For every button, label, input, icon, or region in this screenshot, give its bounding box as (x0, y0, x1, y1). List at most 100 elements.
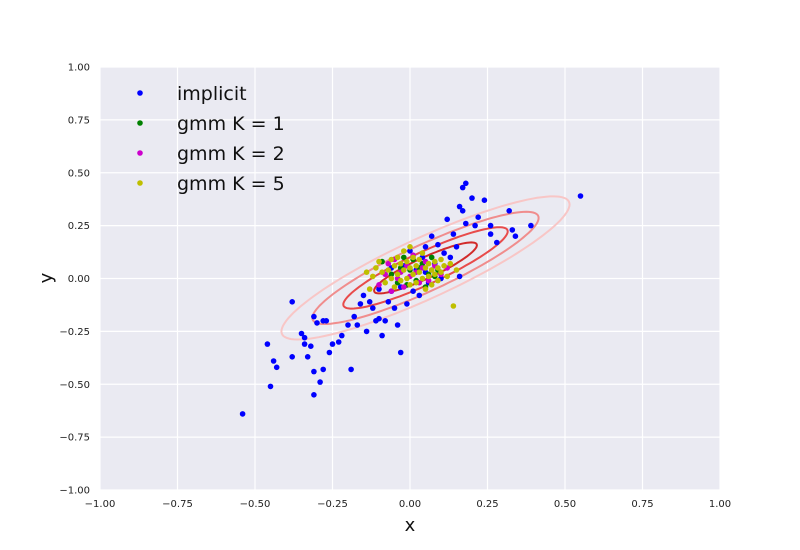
data-point (360, 292, 367, 299)
data-point (335, 339, 342, 345)
data-point (382, 318, 389, 324)
data-point (388, 288, 395, 295)
data-point (320, 366, 327, 373)
x-tick-label: −0.75 (162, 499, 193, 510)
data-point (472, 222, 478, 229)
x-tick-label: −0.50 (240, 499, 271, 510)
legend-marker (137, 150, 143, 156)
legend-entry: implicit (177, 83, 247, 105)
data-point (401, 284, 407, 290)
data-point (407, 248, 413, 254)
data-point (304, 354, 311, 360)
data-point (494, 239, 500, 246)
data-point (394, 271, 401, 278)
data-point (357, 301, 364, 307)
y-tick-label: 0.50 (68, 168, 90, 179)
legend: implicit gmm K = 1 gmm K = 2 gmm K = 5 (137, 83, 285, 195)
data-point (394, 322, 401, 328)
data-point (456, 203, 463, 210)
data-point (311, 368, 317, 375)
data-point (264, 341, 271, 347)
data-point (270, 358, 277, 364)
data-point (314, 320, 320, 326)
data-point (441, 250, 447, 256)
data-point (425, 273, 432, 280)
data-point (410, 254, 416, 261)
data-point (391, 284, 398, 290)
data-point (382, 279, 389, 286)
data-point (394, 254, 401, 261)
data-point (397, 277, 404, 284)
data-point (407, 282, 413, 288)
data-point (432, 258, 438, 265)
y-tick-label: 0.75 (68, 115, 90, 126)
data-point (509, 227, 516, 233)
data-point (422, 244, 429, 250)
data-point (450, 303, 457, 309)
data-point (404, 258, 410, 265)
data-point (428, 254, 435, 261)
data-point (528, 222, 534, 229)
x-tick-label: 0.50 (554, 499, 576, 510)
x-axis-label: x (405, 515, 416, 536)
data-point (419, 250, 426, 256)
data-point (459, 184, 466, 191)
data-point (410, 271, 416, 278)
data-point (339, 332, 345, 339)
x-tick-label: 0.75 (631, 499, 653, 510)
data-point (370, 305, 376, 311)
data-point (456, 273, 463, 280)
series-3 (363, 244, 460, 309)
data-point (326, 349, 333, 356)
data-point (376, 286, 382, 292)
data-point (425, 277, 432, 284)
x-tick-labels: −1.00 −0.75 −0.50 −0.25 0.00 0.25 0.50 0.75 1.00 (85, 499, 731, 510)
legend-entry: gmm K = 1 (177, 113, 285, 135)
data-point (435, 265, 441, 271)
data-point (410, 288, 416, 295)
data-point (416, 256, 423, 263)
data-point (289, 354, 296, 360)
data-point (432, 271, 438, 278)
data-point (308, 343, 314, 350)
data-point (401, 254, 407, 261)
y-axis-label: y (36, 272, 57, 283)
y-tick-label: −0.50 (59, 380, 90, 391)
x-tick-label: 0.25 (476, 499, 498, 510)
data-point (311, 313, 317, 320)
data-point (444, 273, 451, 280)
data-point (487, 222, 494, 229)
data-point (428, 282, 435, 288)
data-point (376, 258, 382, 265)
data-point (391, 263, 398, 269)
data-point (416, 269, 423, 276)
data-point (379, 332, 385, 339)
legend-entry: gmm K = 2 (177, 143, 285, 165)
data-points (239, 180, 584, 417)
data-point (239, 411, 246, 417)
data-point (407, 244, 413, 250)
x-tick-label: −0.25 (317, 499, 348, 510)
y-tick-label: −0.25 (59, 327, 90, 338)
data-point (481, 197, 488, 203)
data-point (463, 220, 469, 227)
data-point (435, 277, 441, 284)
data-point (348, 366, 354, 373)
data-point (444, 216, 451, 223)
data-point (419, 275, 426, 282)
data-point (385, 260, 392, 267)
legend-marker (137, 90, 143, 96)
data-point (301, 341, 308, 347)
data-point (447, 260, 454, 267)
data-point (512, 233, 519, 239)
data-point (366, 286, 373, 292)
data-point (311, 392, 317, 398)
data-point (475, 214, 482, 220)
contour-ellipse (373, 241, 478, 295)
data-point (435, 241, 441, 248)
data-point (345, 322, 351, 328)
y-tick-label: 0.25 (68, 221, 90, 232)
data-point (407, 265, 413, 271)
data-point (413, 279, 420, 286)
